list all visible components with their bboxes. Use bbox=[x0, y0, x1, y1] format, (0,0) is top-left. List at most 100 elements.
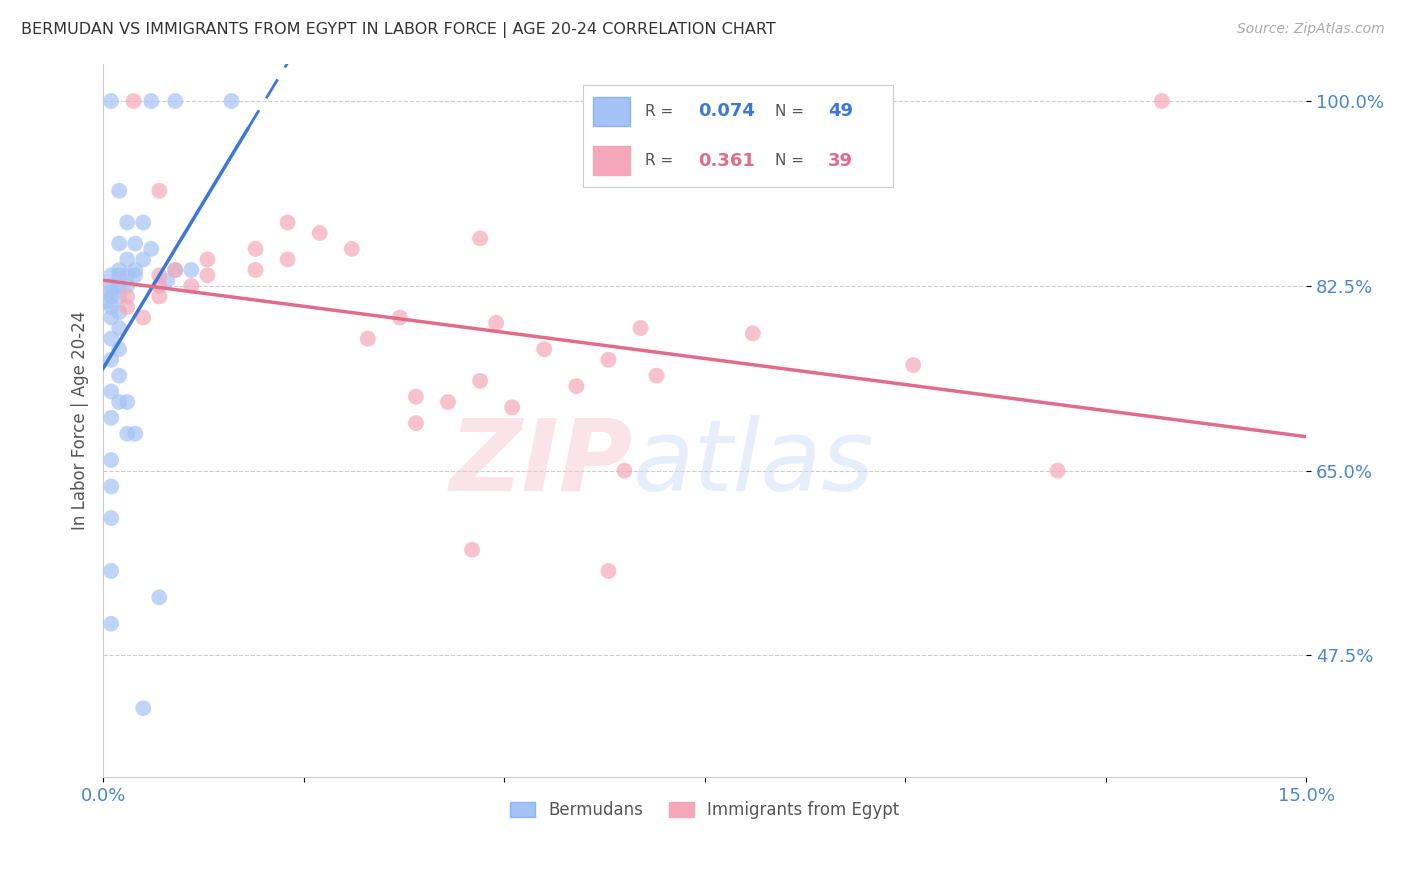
Point bbox=[108, 263, 131, 277]
Point bbox=[533, 342, 555, 356]
Point bbox=[115, 300, 138, 314]
Text: 0.074: 0.074 bbox=[697, 103, 755, 120]
Point bbox=[115, 252, 138, 267]
Point bbox=[100, 352, 122, 367]
Point bbox=[148, 268, 170, 283]
Point bbox=[485, 316, 508, 330]
Point bbox=[148, 278, 170, 293]
Point bbox=[645, 368, 668, 383]
Text: BERMUDAN VS IMMIGRANTS FROM EGYPT IN LABOR FORCE | AGE 20-24 CORRELATION CHART: BERMUDAN VS IMMIGRANTS FROM EGYPT IN LAB… bbox=[21, 22, 776, 38]
Point bbox=[100, 310, 122, 325]
Point bbox=[165, 263, 187, 277]
Point bbox=[141, 94, 163, 108]
Text: N =: N = bbox=[775, 103, 808, 119]
Point bbox=[108, 395, 131, 409]
Point bbox=[100, 511, 122, 525]
Point bbox=[405, 416, 427, 430]
Point bbox=[108, 236, 131, 251]
Text: atlas: atlas bbox=[633, 415, 875, 512]
Point bbox=[100, 384, 122, 399]
Point bbox=[156, 274, 179, 288]
Point bbox=[357, 332, 380, 346]
Point bbox=[108, 278, 131, 293]
Point bbox=[124, 263, 146, 277]
Point bbox=[565, 379, 588, 393]
Point bbox=[108, 268, 131, 283]
Point bbox=[340, 242, 363, 256]
Point bbox=[115, 215, 138, 229]
Y-axis label: In Labor Force | Age 20-24: In Labor Force | Age 20-24 bbox=[72, 310, 89, 530]
Point bbox=[1150, 94, 1173, 108]
Text: R =: R = bbox=[645, 103, 679, 119]
Point bbox=[903, 358, 925, 372]
Point bbox=[245, 242, 267, 256]
Point bbox=[100, 616, 122, 631]
Point bbox=[100, 453, 122, 467]
Point bbox=[148, 591, 170, 605]
Point bbox=[132, 252, 155, 267]
Text: R =: R = bbox=[645, 153, 679, 169]
Point bbox=[124, 426, 146, 441]
Point bbox=[100, 289, 122, 303]
Point bbox=[132, 701, 155, 715]
Point bbox=[115, 426, 138, 441]
Point bbox=[100, 268, 122, 283]
Text: 49: 49 bbox=[828, 103, 853, 120]
Point bbox=[100, 564, 122, 578]
Point bbox=[115, 278, 138, 293]
Point bbox=[115, 268, 138, 283]
Point bbox=[108, 184, 131, 198]
Point bbox=[501, 401, 523, 415]
Point bbox=[108, 321, 131, 335]
Point bbox=[598, 564, 620, 578]
Text: 39: 39 bbox=[828, 152, 853, 169]
Point bbox=[277, 215, 299, 229]
Point bbox=[100, 479, 122, 493]
Point bbox=[437, 395, 460, 409]
Point bbox=[180, 278, 202, 293]
Point bbox=[108, 368, 131, 383]
Text: Source: ZipAtlas.com: Source: ZipAtlas.com bbox=[1237, 22, 1385, 37]
Text: N =: N = bbox=[775, 153, 808, 169]
Point bbox=[100, 332, 122, 346]
Point bbox=[100, 278, 122, 293]
FancyBboxPatch shape bbox=[593, 146, 630, 175]
Point bbox=[405, 390, 427, 404]
Point bbox=[148, 289, 170, 303]
Point bbox=[388, 310, 411, 325]
Point bbox=[141, 242, 163, 256]
Point bbox=[124, 268, 146, 283]
Point bbox=[468, 231, 491, 245]
Text: ZIP: ZIP bbox=[450, 415, 633, 512]
Text: 0.361: 0.361 bbox=[697, 152, 755, 169]
Point bbox=[96, 294, 118, 309]
Point bbox=[165, 263, 187, 277]
Point bbox=[630, 321, 652, 335]
Point bbox=[100, 410, 122, 425]
Point bbox=[132, 215, 155, 229]
Point bbox=[115, 289, 138, 303]
Point bbox=[148, 184, 170, 198]
Point bbox=[277, 252, 299, 267]
Point bbox=[100, 284, 122, 298]
Point bbox=[468, 374, 491, 388]
Point bbox=[100, 94, 122, 108]
Point bbox=[245, 263, 267, 277]
Point bbox=[221, 94, 243, 108]
Point bbox=[108, 342, 131, 356]
Point bbox=[197, 252, 219, 267]
Point bbox=[132, 310, 155, 325]
FancyBboxPatch shape bbox=[593, 97, 630, 126]
Point bbox=[461, 542, 484, 557]
Point bbox=[108, 289, 131, 303]
Point bbox=[122, 94, 145, 108]
Point bbox=[197, 268, 219, 283]
Point bbox=[1046, 464, 1069, 478]
Point bbox=[115, 395, 138, 409]
Legend: Bermudans, Immigrants from Egypt: Bermudans, Immigrants from Egypt bbox=[503, 794, 905, 826]
Point bbox=[100, 300, 122, 314]
Point bbox=[124, 236, 146, 251]
Point bbox=[165, 94, 187, 108]
Point bbox=[613, 464, 636, 478]
Point bbox=[108, 305, 131, 319]
